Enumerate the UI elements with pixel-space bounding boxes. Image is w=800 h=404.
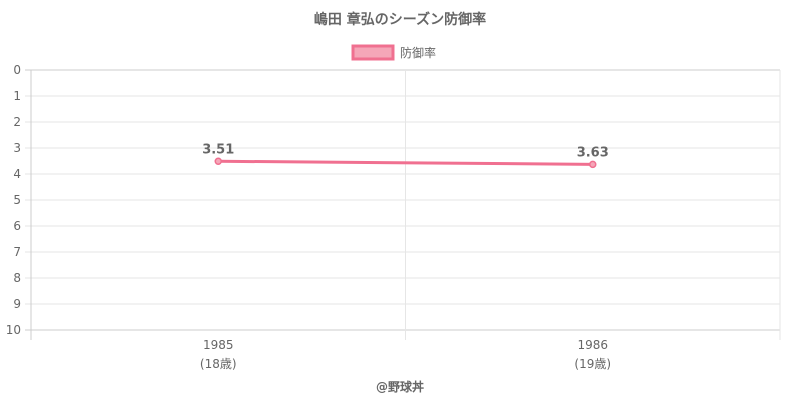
- grid: [25, 69, 781, 340]
- legend[interactable]: 防御率: [351, 44, 436, 61]
- footer-credit: @野球丼: [376, 379, 424, 394]
- data-label: 3.63: [577, 145, 609, 160]
- y-tick-label: 1: [13, 89, 21, 103]
- y-tick-label: 9: [13, 297, 21, 311]
- y-tick-label: 6: [13, 219, 21, 233]
- x-tick-label-year: 1985: [203, 338, 234, 352]
- series-line: [218, 159, 593, 166]
- axes: 0 1 2 3 4 5 6 7 8 9 10 1985 (18歳) 1986 (19歳): [6, 63, 611, 371]
- x-tick-label-age: (19歳): [574, 357, 611, 371]
- y-tick-label: 8: [13, 271, 21, 285]
- legend-swatch[interactable]: [351, 44, 395, 61]
- x-tick-label-year: 1986: [577, 338, 608, 352]
- x-tick-label-age: (18歳): [200, 357, 237, 371]
- chart-title: 嶋田 章弘のシーズン防御率: [314, 11, 486, 28]
- data-point[interactable]: [589, 160, 597, 169]
- y-tick-label: 2: [13, 115, 21, 129]
- series-era: 3.51 3.63: [202, 142, 609, 169]
- y-tick-label: 10: [6, 323, 21, 337]
- y-tick-label: 0: [13, 63, 21, 77]
- data-point[interactable]: [214, 157, 222, 166]
- y-tick-label: 5: [13, 193, 21, 207]
- y-tick-label: 3: [13, 141, 21, 155]
- legend-label: 防御率: [400, 45, 436, 60]
- y-tick-label: 7: [13, 245, 21, 259]
- y-tick-label: 4: [13, 167, 21, 181]
- data-label: 3.51: [202, 142, 234, 157]
